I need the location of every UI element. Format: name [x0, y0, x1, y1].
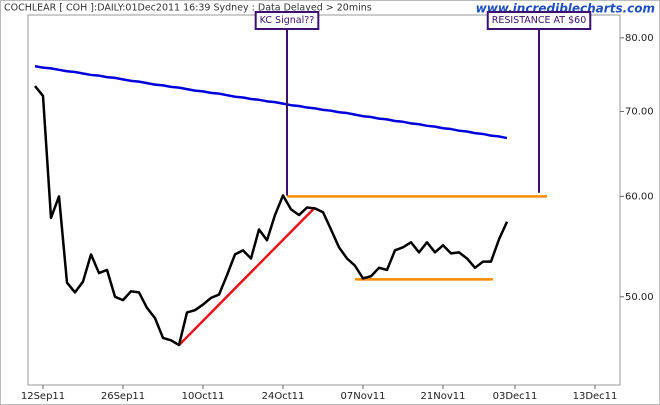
chart-title: COCHLEAR [ COH ]:DAILY:01Dec2011 16:39 S…: [4, 3, 372, 14]
x-tick-label: 10Oct11: [182, 391, 225, 402]
annotation-label: RESISTANCE AT $60: [492, 15, 587, 26]
x-tick-label: 26Sep11: [101, 391, 145, 402]
y-tick-label: 70.00: [625, 106, 654, 117]
x-tick-label: 12Sep11: [21, 391, 65, 402]
series-line: [34, 85, 509, 347]
y-tick-label: 80.00: [625, 33, 654, 44]
annotation-box: [254, 11, 320, 30]
y-tick-label: 50.00: [625, 292, 654, 303]
x-tick-label: 07Nov11: [341, 391, 386, 402]
plot-area: [27, 14, 621, 386]
y-tick-label: 60.00: [625, 191, 654, 202]
x-tick-label: 13Dec11: [573, 391, 618, 402]
series-line: [34, 64, 508, 140]
trend-line: [178, 206, 316, 346]
x-tick-label: 21Nov11: [421, 391, 466, 402]
annotation-label: KC Signal??: [260, 15, 315, 26]
x-tick-label: 03Dec11: [493, 391, 538, 402]
annotation-box: [486, 11, 592, 30]
x-tick-label: 24Oct11: [262, 391, 305, 402]
